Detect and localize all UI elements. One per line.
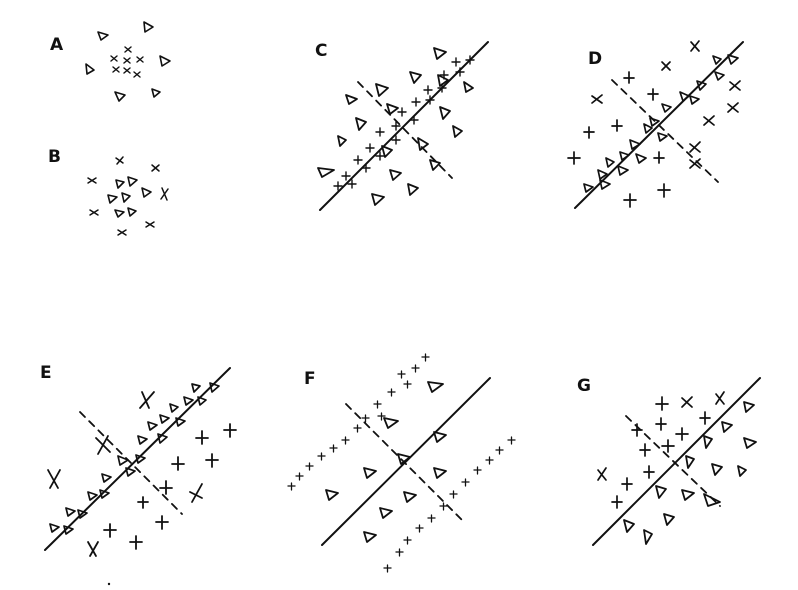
panel-c-triangles [317,47,474,206]
panel-e-crosses [47,391,237,557]
panel-f-label: F [304,369,316,389]
panel-g-dashed-line [625,415,721,507]
panel-c-solid-line [319,41,489,211]
panel-a-label: A [50,35,64,55]
panel-f-dashed-line [345,403,465,523]
panel-e-dashed-line [79,411,183,515]
panel-b-crosses [87,156,169,236]
panel-c: C [315,41,489,211]
panel-f-solid-line [321,377,491,546]
panel-d-triangles [583,54,739,193]
panel-g-triangles [623,401,757,545]
panel-d: D [567,40,744,209]
panel-e-label: E [40,363,52,383]
panel-g-label: G [577,376,591,396]
panel-d-label: D [588,49,602,69]
panel-f-crosses [287,353,516,573]
panel-e: E [40,363,237,586]
panel-c-dashed-line [357,81,453,179]
panel-e-triangles [49,382,220,535]
panel-b: B [48,147,169,236]
panel-g: G [577,376,761,546]
panel-a-crosses [110,46,144,78]
panel-c-label: C [315,41,327,61]
panel-b-label: B [48,147,61,167]
panel-d-crosses [567,40,741,208]
panel-a: A [50,21,171,102]
panel-d-dashed-line [611,79,719,183]
panel-f: F [287,353,516,573]
panel-g-crosses [597,391,725,509]
panel-e-stray-dot [107,582,111,586]
panel-g-solid-line [592,377,761,546]
panel-a-triangles [85,21,171,102]
panel-b-triangles [107,176,152,218]
panel-c-crosses [333,55,475,191]
panel-f-triangles [325,381,447,543]
